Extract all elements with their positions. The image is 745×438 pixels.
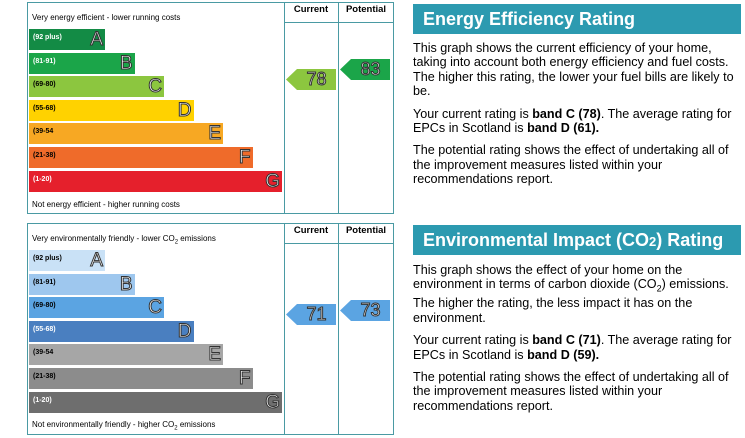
band-bar-a: (92 plus) A [29,29,105,51]
band-letter: E [208,344,222,366]
potential-column-header: Potential [345,225,387,236]
band-bar-d: (55-68) D [29,99,194,121]
current-column-header: Current [293,225,329,236]
potential-rating-marker: 83 [340,58,390,80]
band-letter: D [177,320,192,342]
environment-paragraph-2: Your current rating is band C (71). The … [413,333,732,362]
band-bar-a: (92 plus) A [29,250,105,272]
band-letter: A [90,250,104,272]
current-column-divider [284,224,285,434]
column-header-divider [284,22,393,23]
current-rating-marker: 78 [286,69,336,91]
band-range-label: (81-91) [33,57,56,65]
band-letter: C [148,76,163,98]
band-range-label: (81-91) [33,278,56,286]
band-letter: B [119,273,133,295]
band-range-label: (92 plus) [33,34,62,41]
band-letter: F [238,147,251,169]
band-letter: F [238,368,251,390]
band-letter: A [90,29,104,51]
band-bar-f: (21-38) F [29,368,253,390]
band-range-label: (92 plus) [33,255,62,262]
current-rating-marker-value: 71 [306,303,327,324]
band-bar-e: (39-54 E [29,344,223,366]
band-range-label: (39-54 [33,349,54,357]
band-bar-c: (69-80) C [29,297,164,319]
chart-bottom-note: Not environmentally friendly - higher CO… [32,420,216,432]
column-header-divider [284,243,393,244]
chart-top-note: Very energy efficient - lower running co… [32,13,181,22]
band-range-label: (39-54 [33,128,54,136]
potential-rating-marker-value: 83 [360,58,381,79]
band-letter: E [208,123,222,145]
potential-column-header: Potential [345,4,387,15]
potential-rating-marker: 73 [340,300,390,322]
environmental-impact-chart: Very environmentally friendly - lower CO… [27,223,394,435]
band-range-label: (21-38) [33,373,56,380]
band-range-label: (21-38) [33,152,56,159]
band-range-label: (1-20) [33,175,52,183]
band-range-label: (69-80) [33,302,56,310]
band-letter: B [119,52,133,74]
chart-bottom-note: Not energy efficient - higher running co… [32,200,180,209]
band-bar-g: (1-20) G [29,391,282,413]
band-range-label: (55-68) [33,104,56,112]
current-rating-marker: 71 [286,303,336,325]
chart-top-note: Very environmentally friendly - lower CO… [32,234,216,246]
energy-paragraph-3: The potential rating shows the effect of… [413,143,729,187]
band-bar-f: (21-38) F [29,147,253,169]
potential-column-divider [338,224,339,434]
band-bar-d: (55-68) D [29,320,194,342]
environment-paragraph-1: This graph shows the effect of your home… [413,263,729,325]
band-letter: C [148,297,163,319]
energy-paragraph-2: Your current rating is band C (78). The … [413,106,732,136]
environment-explanation-panel: Environmental Impact (CO2) Rating This g… [413,225,741,413]
environment-paragraph-3: The potential rating shows the effect of… [413,369,729,413]
energy-efficiency-chart: Very energy efficient - lower running co… [27,2,394,214]
band-bar-e: (39-54 E [29,123,223,145]
band-bar-b: (81-91) B [29,273,135,295]
energy-explanation-panel: Energy Efficiency Rating This graph show… [413,4,741,187]
band-range-label: (55-68) [33,325,56,333]
band-range-label: (69-80) [33,81,56,89]
environment-panel-title: Environmental Impact (CO2) Rating [413,225,741,255]
energy-paragraph-1: This graph shows the current efficiency … [413,41,734,99]
current-column-divider [284,3,285,213]
current-rating-marker-value: 78 [306,69,327,90]
potential-rating-marker-value: 73 [360,300,381,321]
band-bar-c: (69-80) C [29,76,164,98]
band-bar-g: (1-20) G [29,170,282,192]
band-letter: G [265,391,281,413]
energy-panel-title: Energy Efficiency Rating [413,4,741,34]
band-range-label: (1-20) [33,396,52,404]
band-bar-b: (81-91) B [29,52,135,74]
band-letter: G [265,170,281,192]
band-letter: D [177,99,192,121]
potential-column-divider [338,3,339,213]
current-column-header: Current [293,4,329,15]
